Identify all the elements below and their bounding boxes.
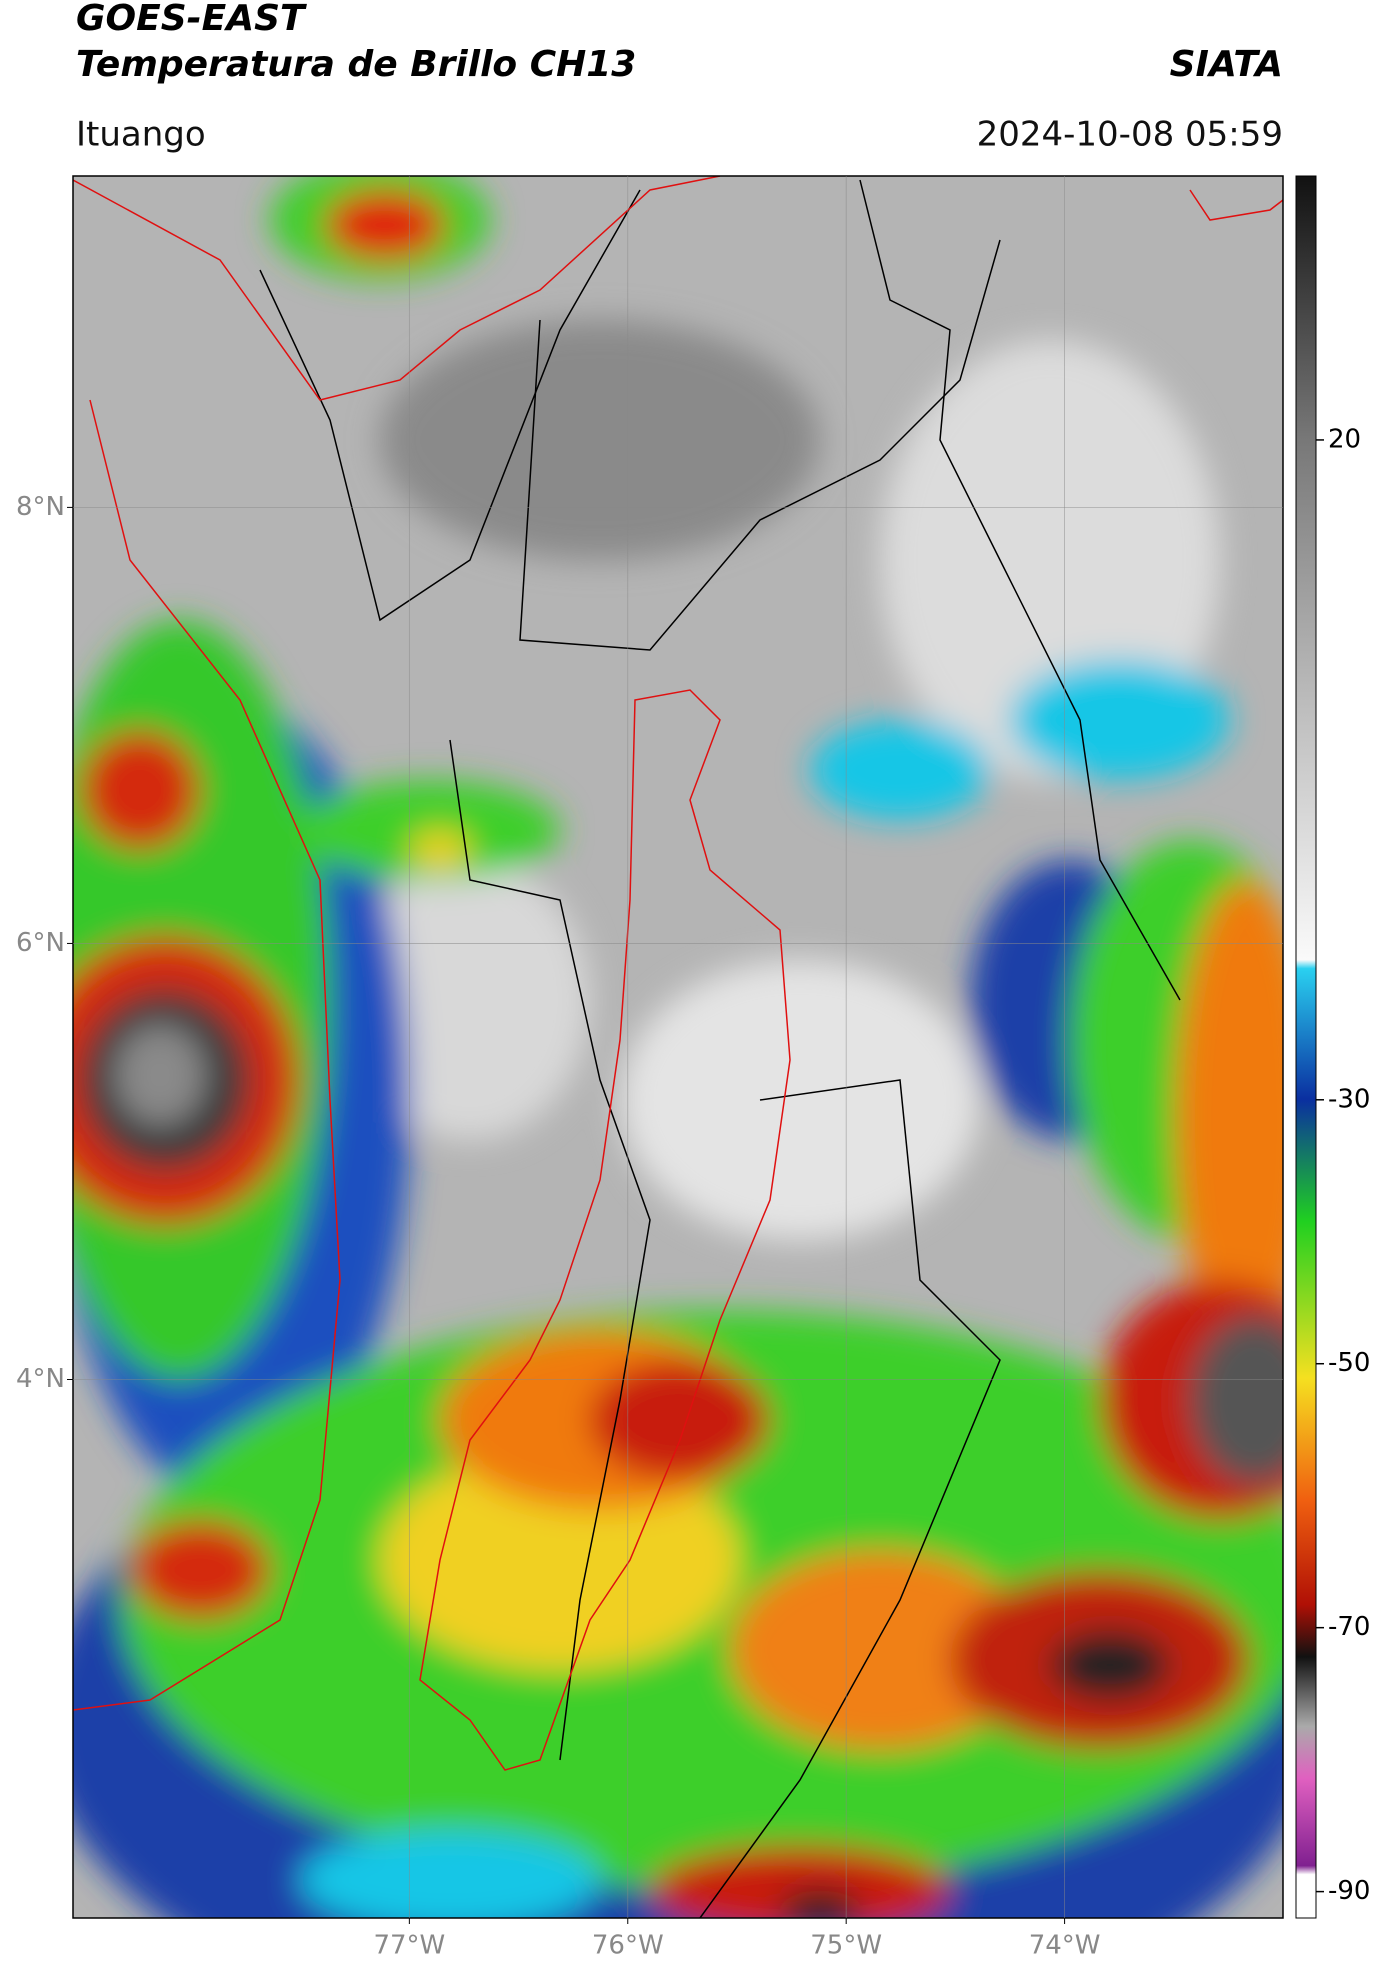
lat-tick-label: 8°N (16, 492, 65, 522)
brand: SIATA (1170, 44, 1283, 85)
colorbar (1295, 175, 1317, 1919)
satellite-image (73, 176, 1283, 1918)
source-title: GOES-EAST (76, 0, 307, 39)
product-title: Temperatura de Brillo CH13 (76, 44, 636, 85)
datetime: 2024-10-08 05:59 (977, 115, 1283, 155)
colorbar-tick-label: -70 (1328, 1612, 1370, 1642)
lon-tick-label: 77°W (373, 1931, 445, 1961)
colorbar-tick-label: -50 (1328, 1348, 1370, 1378)
colorbar-tick-label: 20 (1328, 424, 1361, 454)
lon-tick-label: 75°W (810, 1931, 882, 1961)
lon-tick-label: 76°W (592, 1931, 664, 1961)
lat-tick-label: 4°N (16, 1364, 65, 1394)
location: Ituango (76, 115, 206, 155)
lat-tick-label: 6°N (16, 928, 65, 958)
map-frame (72, 175, 1284, 1919)
colorbar-tick-label: -30 (1328, 1084, 1370, 1114)
colorbar-tick-label: -90 (1328, 1876, 1370, 1906)
lon-tick-label: 74°W (1029, 1931, 1101, 1961)
